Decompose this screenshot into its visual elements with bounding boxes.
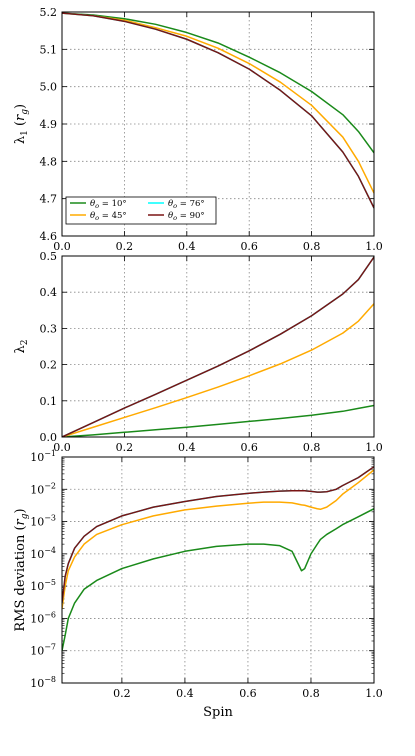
y-label-text: RMS deviation (rg)	[13, 508, 30, 631]
y-tick-label: 10−7	[30, 643, 56, 658]
y-tick-label: 5.2	[40, 6, 58, 19]
y-axis-label: λ1 (rg)	[13, 104, 30, 144]
grid	[62, 457, 374, 683]
y-tick-label: 10−8	[30, 675, 56, 690]
series-line	[62, 12, 374, 154]
x-tick-label: 1.0	[365, 441, 383, 454]
y-tick-label: 5.1	[40, 43, 58, 56]
y-tick-label: 4.7	[40, 193, 58, 206]
y-label-text: λ1 (rg)	[13, 104, 30, 144]
y-tick-label: 10−2	[30, 481, 56, 496]
series-line	[62, 256, 374, 437]
x-tick-label: 0.0	[53, 240, 71, 253]
series-line	[62, 256, 374, 437]
legend: θo = 10°θo = 45° θo = 76°θo = 90°	[65, 196, 217, 225]
x-tick-label: 0.6	[240, 240, 258, 253]
x-tick-label: 0.2	[116, 441, 134, 454]
series-line	[62, 12, 374, 209]
series-line	[62, 466, 374, 604]
axes-frame	[61, 456, 375, 684]
y-tick-label: 0.1	[40, 395, 58, 408]
panel-1: 0.0 0.2 0.4 0.6 0.8 1.0 4.6 4.7 4.8 4.9 5.0 5.1 5.2 λ…	[13, 6, 383, 253]
y-tick-label: 10−6	[30, 610, 56, 625]
y-tick-label: 4.8	[40, 155, 58, 168]
panel-2: 0.0 0.2 0.4 0.6 0.8 1.0 0.0 0.1 0.2 0.3 0.4 0.5 λ2	[13, 250, 383, 454]
legend-label: θo = 10°	[90, 199, 127, 210]
grid	[62, 256, 374, 437]
x-tick-label: 0.8	[303, 441, 321, 454]
y-tick-label: 0.4	[40, 286, 58, 299]
x-tick-label: 1.0	[365, 687, 383, 700]
x-tick-label: 0.2	[113, 687, 131, 700]
y-tick-label: 4.6	[40, 230, 58, 243]
y-tick-label: 4.9	[40, 118, 58, 131]
y-tick-label: 10−1	[30, 449, 56, 464]
x-tick-label: 0.8	[303, 240, 321, 253]
y-tick-label: 10−3	[30, 514, 56, 529]
legend-label: θo = 90°	[168, 211, 205, 222]
y-tick-label: 10−5	[30, 578, 56, 593]
series-line	[62, 303, 374, 437]
grid	[62, 12, 374, 236]
y-axis-label: RMS deviation (rg)	[13, 508, 30, 631]
series-line	[62, 469, 374, 609]
y-tick-label: 0.3	[40, 322, 58, 335]
legend-label: θo = 76°	[168, 199, 205, 210]
x-tick-label: 0.2	[116, 240, 134, 253]
axes-frame	[61, 255, 375, 438]
y-tick-label: 0.5	[40, 250, 58, 263]
y-label-text: λ2	[13, 340, 30, 354]
x-tick-label: 0.8	[302, 687, 320, 700]
x-tick-label: 0.4	[178, 240, 196, 253]
x-tick-label: 0.0	[53, 441, 71, 454]
series-line	[62, 508, 374, 651]
x-axis-label: Spin	[203, 705, 233, 720]
x-tick-label: 0.4	[178, 441, 196, 454]
y-axis-label: λ2	[13, 340, 30, 354]
y-tick-label: 5.0	[40, 81, 58, 94]
y-tick-label: 10−4	[30, 546, 56, 561]
series-line	[62, 404, 374, 437]
x-tick-label: 0.4	[176, 687, 194, 700]
x-tick-label: 1.0	[365, 240, 383, 253]
x-tick-label: 0.6	[239, 687, 257, 700]
y-tick-label: 0.0	[40, 431, 58, 444]
x-tick-label: 0.6	[240, 441, 258, 454]
legend-label: θo = 45°	[90, 211, 127, 222]
axes-frame	[61, 11, 375, 237]
legend-box	[65, 196, 217, 225]
series-line	[62, 12, 374, 194]
y-tick-label: 0.2	[40, 359, 58, 372]
panel-3: 0.2 0.4 0.6 0.8 1.0 10−8 10−7 10−6 10−5 10−4 10−3 1…	[13, 449, 383, 720]
